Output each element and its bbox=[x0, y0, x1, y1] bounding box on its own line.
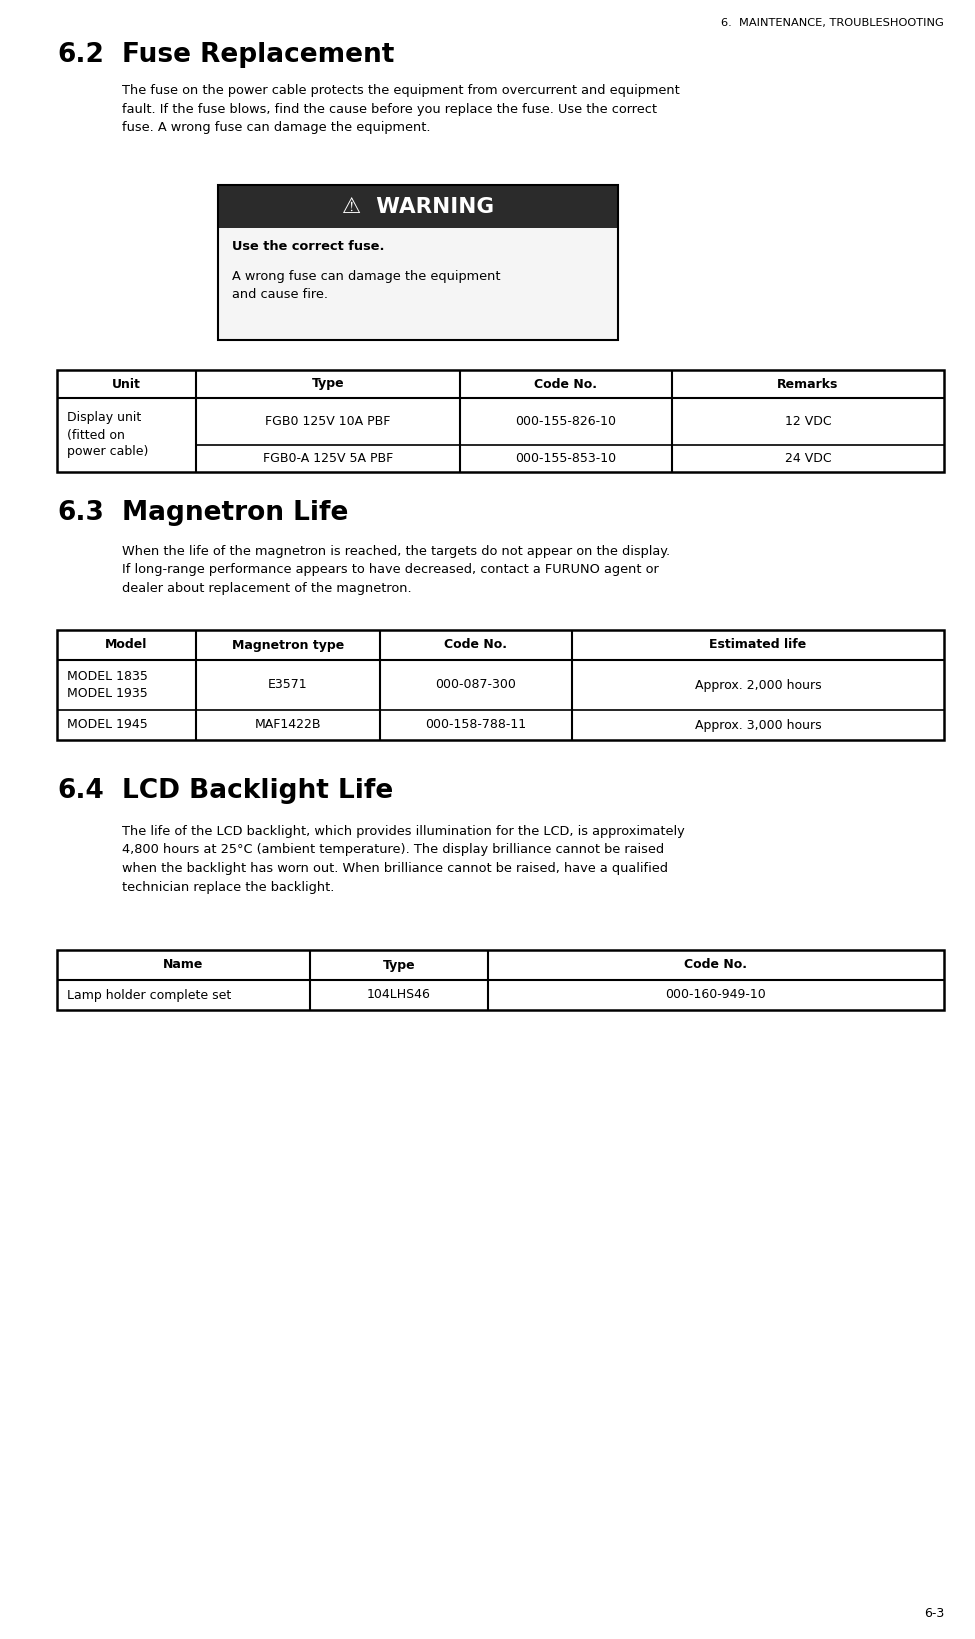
Text: ⚠  WARNING: ⚠ WARNING bbox=[342, 197, 494, 216]
Bar bbox=[57, 629, 944, 739]
Text: Fuse Replacement: Fuse Replacement bbox=[122, 43, 394, 67]
Text: 104LHS46: 104LHS46 bbox=[367, 988, 431, 1001]
Text: Estimated life: Estimated life bbox=[710, 639, 806, 651]
Text: MODEL 1835
MODEL 1935: MODEL 1835 MODEL 1935 bbox=[67, 670, 148, 700]
Text: E3571: E3571 bbox=[268, 679, 308, 692]
Text: Type: Type bbox=[382, 959, 415, 972]
Text: Code No.: Code No. bbox=[534, 377, 598, 390]
Text: 000-158-788-11: 000-158-788-11 bbox=[425, 718, 526, 731]
Text: Remarks: Remarks bbox=[777, 377, 838, 390]
Text: FGB0-A 125V 5A PBF: FGB0-A 125V 5A PBF bbox=[263, 452, 393, 465]
Text: Magnetron type: Magnetron type bbox=[232, 639, 344, 651]
Bar bbox=[218, 185, 618, 228]
Text: 6.4: 6.4 bbox=[57, 779, 103, 805]
Text: 6-3: 6-3 bbox=[923, 1606, 944, 1619]
Text: Name: Name bbox=[164, 959, 204, 972]
Text: 000-087-300: 000-087-300 bbox=[436, 679, 517, 692]
Bar bbox=[218, 185, 618, 339]
Text: Code No.: Code No. bbox=[684, 959, 748, 972]
Text: 6.  MAINTENANCE, TROUBLESHOOTING: 6. MAINTENANCE, TROUBLESHOOTING bbox=[722, 18, 944, 28]
Text: Use the correct fuse.: Use the correct fuse. bbox=[232, 239, 384, 252]
Text: 6.2: 6.2 bbox=[57, 43, 104, 67]
Bar bbox=[57, 951, 944, 1010]
Text: The fuse on the power cable protects the equipment from overcurrent and equipmen: The fuse on the power cable protects the… bbox=[122, 84, 680, 134]
Text: When the life of the magnetron is reached, the targets do not appear on the disp: When the life of the magnetron is reache… bbox=[122, 546, 670, 595]
Text: Magnetron Life: Magnetron Life bbox=[122, 500, 348, 526]
Bar bbox=[57, 370, 944, 472]
Text: 12 VDC: 12 VDC bbox=[785, 415, 832, 428]
Bar bbox=[218, 228, 618, 339]
Text: 000-160-949-10: 000-160-949-10 bbox=[666, 988, 766, 1001]
Text: Approx. 2,000 hours: Approx. 2,000 hours bbox=[694, 679, 821, 692]
Text: Unit: Unit bbox=[112, 377, 141, 390]
Text: The life of the LCD backlight, which provides illumination for the LCD, is appro: The life of the LCD backlight, which pro… bbox=[122, 824, 684, 893]
Text: MODEL 1945: MODEL 1945 bbox=[67, 718, 148, 731]
Text: 000-155-826-10: 000-155-826-10 bbox=[516, 415, 616, 428]
Text: Display unit
(fitted on
power cable): Display unit (fitted on power cable) bbox=[67, 411, 148, 459]
Text: A wrong fuse can damage the equipment
and cause fire.: A wrong fuse can damage the equipment an… bbox=[232, 270, 500, 302]
Text: 6.3: 6.3 bbox=[57, 500, 104, 526]
Text: FGB0 125V 10A PBF: FGB0 125V 10A PBF bbox=[265, 415, 391, 428]
Text: Model: Model bbox=[105, 639, 147, 651]
Text: 000-155-853-10: 000-155-853-10 bbox=[516, 452, 616, 465]
Text: Lamp holder complete set: Lamp holder complete set bbox=[67, 988, 231, 1001]
Text: 24 VDC: 24 VDC bbox=[785, 452, 832, 465]
Text: Approx. 3,000 hours: Approx. 3,000 hours bbox=[694, 718, 821, 731]
Text: LCD Backlight Life: LCD Backlight Life bbox=[122, 779, 393, 805]
Text: Type: Type bbox=[312, 377, 344, 390]
Text: MAF1422B: MAF1422B bbox=[254, 718, 321, 731]
Text: Code No.: Code No. bbox=[445, 639, 508, 651]
